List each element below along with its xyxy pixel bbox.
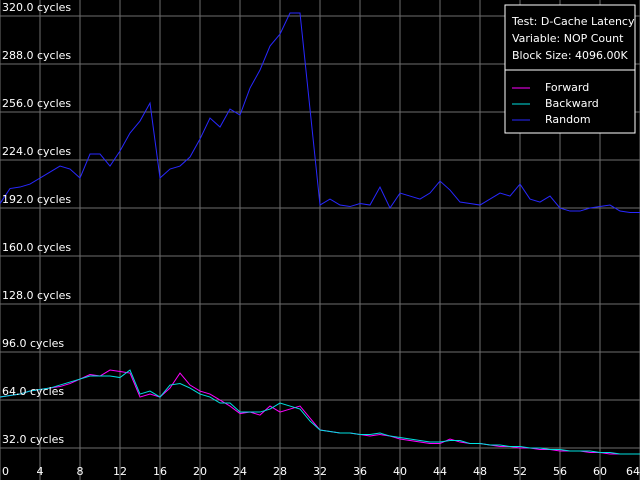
info-text: Variable: NOP Count	[512, 32, 624, 45]
x-tick-label: 28	[273, 465, 287, 478]
y-tick-label: 256.0 cycles	[2, 97, 71, 110]
x-tick-label: 8	[77, 465, 84, 478]
series-line	[0, 369, 640, 455]
series-line	[0, 12, 640, 214]
info-text: Block Size: 4096.00K	[512, 49, 629, 62]
y-tick-label: 192.0 cycles	[2, 193, 71, 206]
legend-label: Random	[545, 113, 591, 126]
x-tick-label: 20	[193, 465, 207, 478]
x-tick-label: 40	[393, 465, 407, 478]
y-tick-label: 32.0 cycles	[2, 433, 64, 446]
legend-label: Backward	[545, 97, 599, 110]
x-tick-label: 4	[37, 465, 44, 478]
x-tick-label: 32	[313, 465, 327, 478]
y-tick-label: 288.0 cycles	[2, 49, 71, 62]
y-tick-label: 128.0 cycles	[2, 289, 71, 302]
x-tick-label: 48	[473, 465, 487, 478]
x-tick-label: 24	[233, 465, 247, 478]
x-tick-label: 64	[626, 465, 640, 478]
y-tick-label: 96.0 cycles	[2, 337, 64, 350]
x-tick-label: 60	[593, 465, 607, 478]
y-tick-label: 224.0 cycles	[2, 145, 71, 158]
y-tick-label: 320.0 cycles	[2, 1, 71, 14]
y-tick-label: 160.0 cycles	[2, 241, 71, 254]
x-tick-label: 56	[553, 465, 567, 478]
legend-box	[504, 4, 636, 134]
x-tick-label: 0	[2, 465, 9, 478]
info-text: Test: D-Cache Latency	[511, 15, 635, 28]
y-tick-label: 64.0 cycles	[2, 385, 64, 398]
x-tick-label: 16	[153, 465, 167, 478]
x-tick-label: 12	[113, 465, 127, 478]
x-tick-label: 44	[433, 465, 447, 478]
x-tick-label: 36	[353, 465, 367, 478]
x-tick-label: 52	[513, 465, 527, 478]
legend-label: Forward	[545, 81, 589, 94]
